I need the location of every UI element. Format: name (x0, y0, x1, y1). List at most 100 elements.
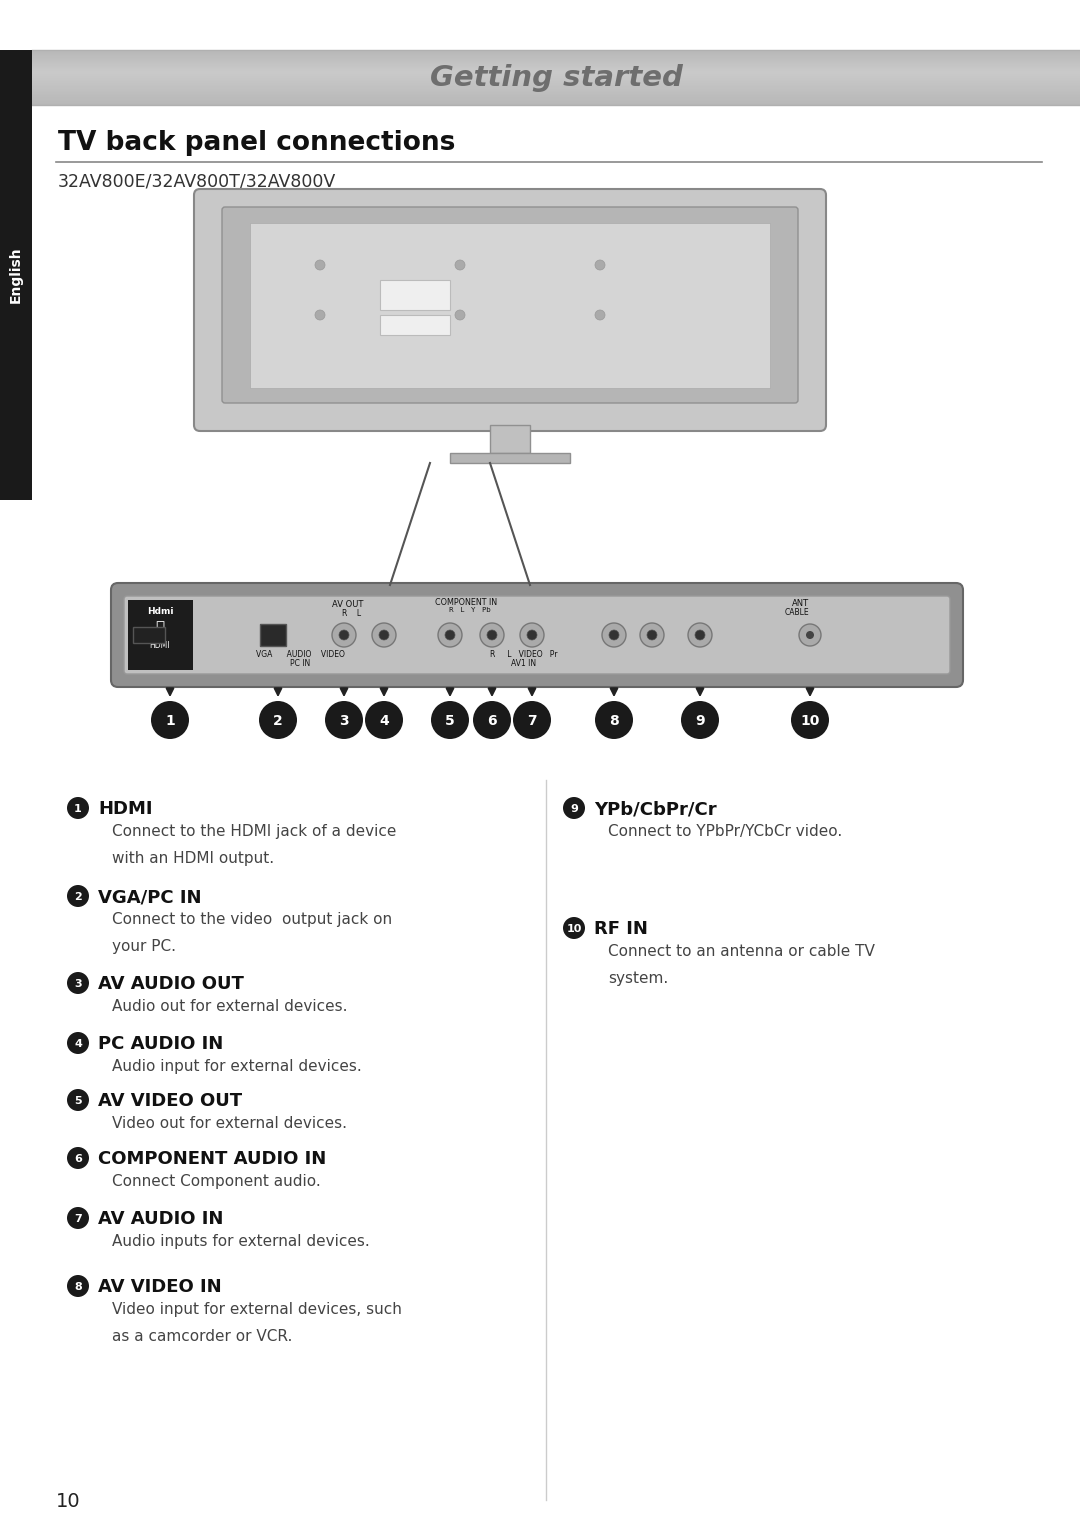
Text: Connect Component audio.: Connect Component audio. (112, 1174, 321, 1190)
Circle shape (487, 631, 497, 640)
FancyBboxPatch shape (222, 208, 798, 403)
Text: 1: 1 (165, 715, 175, 728)
Text: R     L   VIDEO   Pr: R L VIDEO Pr (490, 651, 557, 660)
Text: AV AUDIO IN: AV AUDIO IN (98, 1209, 224, 1228)
Text: PC AUDIO IN: PC AUDIO IN (98, 1035, 224, 1054)
Text: AV VIDEO IN: AV VIDEO IN (98, 1278, 221, 1296)
Circle shape (67, 973, 89, 994)
Text: VGA/PC IN: VGA/PC IN (98, 889, 202, 906)
Text: Connect to the HDMI jack of a device
with an HDMI output.: Connect to the HDMI jack of a device wit… (112, 825, 396, 866)
Text: AV VIDEO OUT: AV VIDEO OUT (98, 1092, 242, 1110)
Text: Video out for external devices.: Video out for external devices. (112, 1116, 347, 1132)
Text: 10: 10 (800, 715, 820, 728)
Bar (450, 454, 570, 463)
Text: 5: 5 (445, 715, 455, 728)
Circle shape (595, 260, 605, 270)
FancyBboxPatch shape (194, 189, 826, 431)
FancyBboxPatch shape (129, 600, 193, 670)
Text: YPb/CbPr/Cr: YPb/CbPr/Cr (594, 800, 717, 818)
Text: Connect to the video  output jack on
your PC.: Connect to the video output jack on your… (112, 912, 392, 954)
Text: 9: 9 (696, 715, 705, 728)
Circle shape (563, 918, 585, 939)
Text: Audio out for external devices.: Audio out for external devices. (112, 999, 348, 1014)
Circle shape (791, 701, 829, 739)
FancyBboxPatch shape (249, 223, 770, 388)
Text: RF IN: RF IN (594, 919, 648, 938)
Circle shape (445, 631, 455, 640)
Text: 5: 5 (75, 1096, 82, 1106)
Text: 32AV800E/32AV800T/32AV800V: 32AV800E/32AV800T/32AV800V (58, 173, 336, 189)
Circle shape (595, 701, 633, 739)
FancyBboxPatch shape (260, 625, 286, 646)
Text: R   L   Y   Pb: R L Y Pb (449, 608, 490, 612)
Text: Video input for external devices, such
as a camcorder or VCR.: Video input for external devices, such a… (112, 1303, 402, 1344)
Text: AV AUDIO OUT: AV AUDIO OUT (98, 976, 244, 993)
Circle shape (431, 701, 469, 739)
Circle shape (438, 623, 462, 647)
Circle shape (647, 631, 657, 640)
Circle shape (67, 1147, 89, 1170)
Circle shape (799, 625, 821, 646)
Circle shape (67, 1032, 89, 1054)
Circle shape (339, 631, 349, 640)
Text: ⎕: ⎕ (156, 620, 164, 635)
Text: 7: 7 (75, 1214, 82, 1225)
Circle shape (151, 701, 189, 739)
Text: 9: 9 (570, 805, 578, 814)
Circle shape (455, 310, 465, 321)
Circle shape (315, 260, 325, 270)
Text: HDMI: HDMI (150, 640, 171, 649)
Text: 8: 8 (609, 715, 619, 728)
Circle shape (67, 1089, 89, 1112)
Circle shape (372, 623, 396, 647)
Text: Hdmi: Hdmi (147, 608, 173, 617)
Text: Audio input for external devices.: Audio input for external devices. (112, 1060, 362, 1073)
Circle shape (595, 310, 605, 321)
FancyBboxPatch shape (111, 583, 963, 687)
Text: 7: 7 (527, 715, 537, 728)
Text: 8: 8 (75, 1283, 82, 1292)
Circle shape (67, 797, 89, 818)
Text: 3: 3 (75, 979, 82, 989)
Circle shape (688, 623, 712, 647)
Text: Connect to an antenna or cable TV
system.: Connect to an antenna or cable TV system… (608, 944, 875, 986)
Circle shape (332, 623, 356, 647)
Text: Connect to YPbPr/YCbCr video.: Connect to YPbPr/YCbCr video. (608, 825, 842, 838)
Text: Audio inputs for external devices.: Audio inputs for external devices. (112, 1234, 369, 1249)
Circle shape (480, 623, 504, 647)
Circle shape (527, 631, 537, 640)
Text: COMPONENT AUDIO IN: COMPONENT AUDIO IN (98, 1150, 326, 1168)
Text: AV OUT: AV OUT (333, 600, 364, 609)
Text: R    L: R L (342, 609, 362, 618)
Circle shape (696, 631, 705, 640)
Text: 3: 3 (339, 715, 349, 728)
Circle shape (640, 623, 664, 647)
Text: CABLE: CABLE (785, 608, 809, 617)
Text: COMPONENT IN: COMPONENT IN (435, 599, 497, 608)
Text: English: English (9, 247, 23, 304)
Text: Getting started: Getting started (430, 64, 683, 93)
Text: ANT: ANT (792, 599, 809, 608)
Circle shape (563, 797, 585, 818)
Bar (380, 279, 450, 310)
Text: 6: 6 (75, 1154, 82, 1164)
Circle shape (315, 310, 325, 321)
Circle shape (609, 631, 619, 640)
Circle shape (806, 631, 814, 638)
FancyBboxPatch shape (133, 628, 165, 643)
Bar (0, 50, 32, 499)
Circle shape (67, 886, 89, 907)
Circle shape (473, 701, 511, 739)
Text: 2: 2 (75, 892, 82, 902)
Text: 10: 10 (566, 924, 582, 935)
Text: AV1 IN: AV1 IN (512, 660, 537, 667)
Circle shape (513, 701, 551, 739)
Circle shape (325, 701, 363, 739)
Text: 10: 10 (56, 1492, 81, 1512)
Text: HDMI: HDMI (98, 800, 152, 818)
Circle shape (67, 1275, 89, 1296)
Bar (490, 425, 530, 454)
Circle shape (681, 701, 719, 739)
Circle shape (455, 260, 465, 270)
Text: TV back panel connections: TV back panel connections (58, 130, 456, 156)
